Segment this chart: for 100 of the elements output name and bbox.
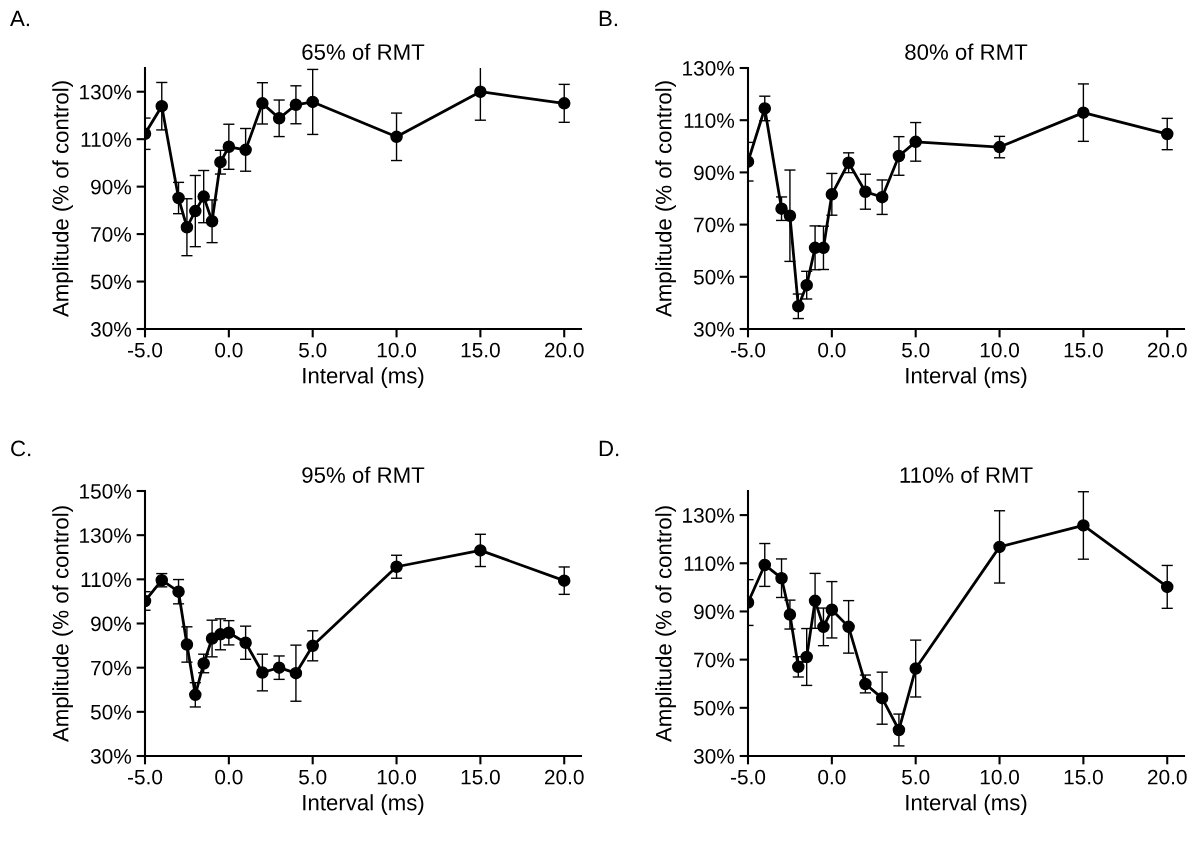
- y-tick-label: 130%: [80, 84, 132, 100]
- point: [808, 594, 822, 608]
- point: [1077, 106, 1090, 119]
- y-tick-label: 70%: [694, 217, 735, 233]
- y-tick-label: 30%: [693, 749, 735, 764]
- y-tick-label: 130%: [80, 528, 132, 543]
- point: [909, 135, 922, 149]
- y-tick-label: 30%: [693, 322, 735, 337]
- point: [792, 660, 805, 674]
- x-tick-label: 15.0: [461, 769, 500, 785]
- point: [474, 544, 487, 557]
- point: [825, 603, 839, 617]
- point: [842, 156, 855, 169]
- point: [1160, 127, 1174, 141]
- x-axis-title: Interval (ms): [303, 367, 424, 388]
- point: [474, 85, 487, 98]
- point: [758, 102, 772, 115]
- point: [197, 190, 210, 203]
- x-tick-label: 20.0: [545, 769, 584, 785]
- point: [1160, 580, 1174, 594]
- point: [272, 112, 286, 125]
- point: [1077, 519, 1090, 532]
- x-tick-label: 10.0: [980, 342, 1019, 358]
- point: [205, 215, 219, 228]
- y-tick-label: 90%: [91, 179, 132, 195]
- y-tick-label: 50%: [90, 274, 132, 290]
- x-tick-label: 10.0: [377, 342, 416, 358]
- chart-title: 110% of RMT: [900, 466, 1033, 483]
- text: A.: [10, 10, 29, 27]
- x-tick-label: 5.0: [299, 769, 327, 785]
- x-tick-label: 5.0: [299, 342, 327, 358]
- x-tick-label: 0.0: [818, 769, 846, 785]
- point: [180, 220, 194, 234]
- point: [892, 149, 906, 163]
- chart-title: 80% of RMT: [905, 43, 1028, 60]
- text: B.: [599, 10, 617, 27]
- point: [792, 300, 805, 313]
- y-tick-label: 50%: [693, 269, 735, 285]
- point: [783, 608, 797, 621]
- y-tick-label: 110%: [684, 113, 735, 128]
- point: [800, 650, 813, 664]
- point: [557, 574, 571, 587]
- x-tick-label: 0.0: [818, 342, 846, 358]
- y-tick-label: 90%: [91, 616, 132, 632]
- y-axis-title: Amplitude (% of control): [52, 81, 73, 318]
- point: [289, 666, 303, 680]
- x-tick-label: 15.0: [461, 342, 500, 358]
- y-tick-label: 110%: [684, 556, 735, 572]
- point: [189, 688, 202, 702]
- chart-title: 65% of RMT: [302, 43, 425, 60]
- x-tick-label: 20.0: [1148, 769, 1187, 785]
- x-tick-label: 10.0: [377, 769, 416, 785]
- x-tick-label: 0.0: [215, 769, 243, 785]
- x-tick-label: 5.0: [902, 342, 930, 358]
- point: [155, 99, 169, 113]
- point: [390, 560, 403, 573]
- y-axis-title: Amplitude (% of control): [655, 81, 676, 318]
- x-axis-title: Interval (ms): [906, 367, 1027, 388]
- point: [289, 98, 303, 112]
- y-tick-label: 130%: [683, 61, 735, 76]
- point: [875, 691, 889, 705]
- text: D.: [599, 440, 619, 457]
- point: [758, 558, 772, 572]
- point: [306, 95, 319, 109]
- y-tick-label: 70%: [91, 227, 132, 242]
- point: [859, 185, 872, 198]
- point: [842, 620, 855, 634]
- point: [172, 191, 185, 205]
- point: [180, 638, 194, 651]
- point: [222, 140, 236, 154]
- y-tick-label: 110%: [81, 132, 132, 147]
- x-tick-label: 10.0: [980, 769, 1019, 785]
- point: [256, 666, 269, 679]
- point: [783, 209, 797, 222]
- y-tick-label: 50%: [693, 700, 735, 716]
- point: [909, 662, 922, 675]
- point: [222, 626, 236, 640]
- y-tick-label: 30%: [90, 749, 132, 764]
- point: [892, 723, 906, 737]
- point: [256, 97, 269, 110]
- point: [775, 202, 788, 215]
- x-tick-label: 20.0: [545, 342, 584, 358]
- y-tick-label: 90%: [694, 604, 735, 620]
- x-axis-title: Interval (ms): [303, 794, 424, 815]
- y-tick-label: 150%: [80, 484, 132, 499]
- x-tick-label: 15.0: [1064, 769, 1103, 785]
- y-tick-label: 110%: [81, 572, 132, 588]
- point: [825, 188, 839, 201]
- point: [557, 97, 571, 110]
- point: [189, 204, 202, 218]
- y-axis-title: Amplitude (% of control): [655, 506, 676, 743]
- x-tick-label: -5.0: [730, 769, 766, 785]
- x-axis-title: Interval (ms): [906, 794, 1027, 815]
- y-tick-label: 70%: [694, 652, 735, 668]
- point: [993, 540, 1006, 554]
- chart-title: 95% of RMT: [302, 466, 425, 483]
- x-tick-label: 0.0: [215, 342, 243, 358]
- x-tick-label: 15.0: [1064, 342, 1103, 358]
- y-tick-label: 70%: [91, 660, 132, 676]
- point: [214, 155, 227, 169]
